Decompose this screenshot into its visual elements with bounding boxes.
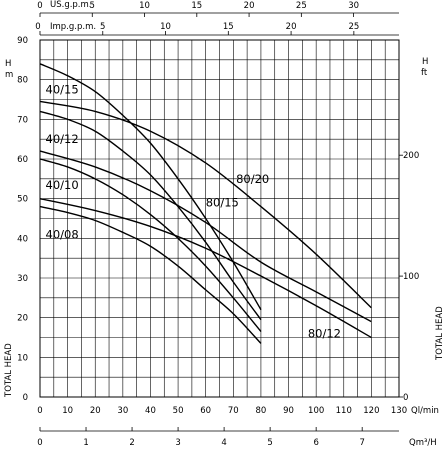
- imp-gpm-axis-label: Imp.g.p.m.: [50, 22, 96, 32]
- y-axis-title-left: TOTAL HEAD: [4, 343, 14, 398]
- x-m3h-tick-label: 1: [83, 438, 88, 448]
- x-m3h-tick-label: 5: [267, 438, 272, 448]
- curve-label-80-15: 80/15: [206, 196, 239, 210]
- x-lmin-tick-label: 70: [228, 406, 239, 416]
- y-unit-ft-right: ft: [421, 68, 428, 78]
- x-lmin-tick-label: 80: [256, 406, 267, 416]
- imp-gpm-tick-label: 15: [223, 22, 234, 32]
- curve-40-15: [39, 63, 262, 311]
- y-m-tick-label: 0: [23, 393, 28, 403]
- imp-gpm-tick-label: 0: [35, 22, 40, 32]
- y-m-tick-label: 10: [17, 353, 28, 363]
- y-m-tick-label: 20: [17, 314, 28, 324]
- y-m-tick-label: 40: [17, 234, 28, 244]
- x-lmin-axis-label: Ql/min: [411, 406, 439, 416]
- curve-label-40-15: 40/15: [46, 83, 79, 97]
- curve-80-12: [39, 197, 372, 339]
- imp-gpm-tick-label: 25: [348, 22, 359, 32]
- curve-label-80-20: 80/20: [236, 172, 269, 186]
- curves: [39, 63, 372, 344]
- us-gpm-tick-label: 0: [37, 1, 42, 11]
- curve-label-40-10: 40/10: [46, 178, 79, 192]
- y-unit-m-left: m: [5, 70, 13, 80]
- curve-label-40-08: 40/08: [46, 227, 79, 241]
- x-lmin-tick-label: 10: [62, 406, 73, 416]
- y-ft-tick-label: 100: [403, 272, 419, 282]
- y-m-tick-label: 70: [17, 115, 28, 125]
- imp-gpm-tick-label: 5: [100, 22, 105, 32]
- y-ft-tick-labels: 0 100 200: [399, 151, 419, 403]
- x-lmin-tick-label: 110: [336, 406, 352, 416]
- curve-label-80-12: 80/12: [308, 327, 341, 341]
- x-m3h-tick-label: 7: [359, 438, 364, 448]
- y-m-tick-labels: 0 10 20 30 40 50 60 70 80 90: [17, 36, 28, 403]
- curve-label-40-12: 40/12: [46, 132, 79, 146]
- x-lmin-tick-label: 30: [117, 406, 128, 416]
- x-lmin-tick-label: 120: [363, 406, 379, 416]
- curve-80-15: [39, 150, 372, 323]
- x-m3h-axis-label: Qm³/H: [409, 438, 437, 448]
- imp-gpm-tick-label: 10: [160, 22, 171, 32]
- x-m3h-tick-label: 6: [313, 438, 318, 448]
- x-lmin-tick-label: 100: [308, 406, 324, 416]
- curve-labels: 40/15 40/12 40/10 40/08 80/20 80/15 80/12: [46, 83, 342, 341]
- y-axis-title-right: TOTAL HEAD: [435, 306, 444, 361]
- x-lmin-tick-labels: 0 10 20 30 40 50 60 70 80 90 100 110 120 130: [37, 406, 407, 416]
- us-gpm-ticks: 0 5 10 15 20 25 30: [37, 1, 359, 17]
- x-lmin-tick-label: 60: [200, 406, 211, 416]
- x-lmin-tick-label: 90: [283, 406, 294, 416]
- curve-40-08: [39, 205, 262, 344]
- x-lmin-tick-label: 130: [391, 406, 407, 416]
- y-m-tick-label: 80: [17, 76, 28, 86]
- us-gpm-tick-label: 20: [244, 1, 255, 11]
- us-gpm-tick-label: 5: [90, 1, 95, 11]
- us-gpm-axis-label: US.g.p.m.: [50, 0, 92, 10]
- y-ft-tick-label: 200: [403, 151, 419, 161]
- curve-80-20: [39, 100, 372, 309]
- y-unit-h-right: H: [422, 57, 428, 67]
- us-gpm-tick-label: 30: [348, 1, 359, 11]
- x-lmin-tick-label: 0: [37, 406, 42, 416]
- us-gpm-tick-label: 15: [191, 1, 202, 11]
- curve-40-10: [39, 158, 262, 332]
- plot-frame: [39, 39, 400, 398]
- x-m3h-tick-label: 0: [37, 438, 42, 448]
- y-m-tick-label: 60: [17, 155, 28, 165]
- imp-gpm-tick-label: 20: [286, 22, 297, 32]
- grid: [39, 39, 400, 398]
- us-gpm-tick-label: 25: [296, 1, 307, 11]
- y-m-tick-label: 50: [17, 195, 28, 205]
- x-lmin-tick-label: 20: [90, 406, 101, 416]
- curve-40-12: [39, 110, 262, 321]
- us-gpm-tick-label: 10: [139, 1, 150, 11]
- x-m3h-tick-label: 4: [221, 438, 226, 448]
- y-m-tick-label: 90: [17, 36, 28, 46]
- x-m3h-tick-label: 3: [175, 438, 180, 448]
- y-unit-h-left: H: [5, 59, 11, 69]
- x-m3h-tick-label: 2: [129, 438, 134, 448]
- y-ft-tick-label: 0: [403, 393, 408, 403]
- x-lmin-tick-label: 40: [145, 406, 156, 416]
- x-lmin-tick-label: 50: [173, 406, 184, 416]
- imp-gpm-ticks: 0 5 10 15 20 25: [35, 22, 359, 35]
- x-m3h-tick-labels: 0 1 2 3 4 5 6 7: [37, 427, 365, 448]
- y-m-tick-label: 30: [17, 274, 28, 284]
